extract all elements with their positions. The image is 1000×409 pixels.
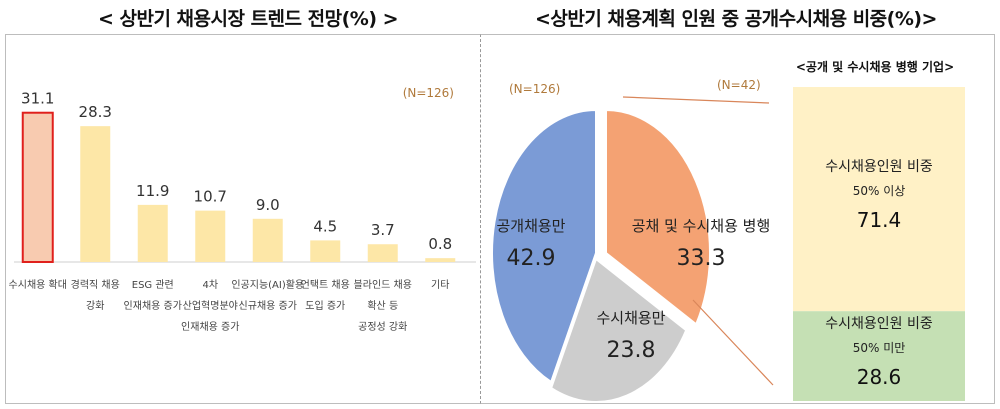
stacked-bar-label: 50% 미만 xyxy=(853,341,906,355)
bar-value-label: 10.7 xyxy=(194,188,227,206)
bar-category-label: 경력직 채용 xyxy=(71,278,120,291)
bar-category-label: 신규채용 증가 xyxy=(239,300,297,312)
bar xyxy=(80,126,111,262)
bar-category-label: 인재채용 증가 xyxy=(124,300,182,312)
bar-chart-title: < 상반기 채용시장 트렌드 전망(%) > xyxy=(97,8,399,30)
bar xyxy=(252,218,283,262)
pie-slice xyxy=(549,257,688,403)
connector-line xyxy=(622,96,770,104)
bar-value-label: 28.3 xyxy=(79,103,112,121)
bar xyxy=(425,258,456,262)
pie-n-label: (N=126) xyxy=(509,82,560,96)
bar-value-label: 31.1 xyxy=(21,90,54,108)
bar xyxy=(137,204,168,262)
bar-category-label: 언택트 채용 xyxy=(301,279,350,291)
bar-category-label: 강화 xyxy=(86,300,104,312)
connector-line xyxy=(692,299,774,386)
bar-n-label: (N=126) xyxy=(403,86,454,100)
bar-category-label: 기타 xyxy=(431,279,449,291)
bar-category-label: 도입 증가 xyxy=(305,299,345,312)
stacked-bar-title: <공개 및 수시채용 병행 기업> xyxy=(796,59,954,74)
pie-slice-label: 공개채용만 xyxy=(496,217,565,235)
stacked-bar-label: 수시채용인원 비중 xyxy=(825,159,933,175)
bar-category-label: 4차 xyxy=(202,279,218,291)
pie-value-label: 23.8 xyxy=(607,338,656,363)
bar-category-label: 인공지능(AI)활용 xyxy=(231,278,304,291)
pie-slice xyxy=(491,108,597,384)
bar-category-label: 수시채용 확대 xyxy=(9,279,67,291)
stacked-bar-label: 50% 이상 xyxy=(853,184,906,198)
pie-value-label: 42.9 xyxy=(507,246,556,271)
bar-value-label: 3.7 xyxy=(371,221,395,239)
pie-value-label: 33.3 xyxy=(677,246,726,271)
bar-value-label: 4.5 xyxy=(313,217,337,235)
bar-value-label: 11.9 xyxy=(136,182,169,200)
pie-slice xyxy=(605,108,711,326)
pie-chart-panel: (N=126) (N=42) 공채 및 수시채용 병행 33.3 수시채용만 23.8 공개… xyxy=(481,34,995,404)
bar-category-label: 확산 등 xyxy=(367,300,398,312)
stacked-bar-segment xyxy=(793,311,965,401)
stacked-bar-segment xyxy=(793,87,965,312)
bar-category-label: 산업혁명분야 xyxy=(183,299,238,312)
bar-category-label: 블라인드 채용 xyxy=(354,279,412,291)
bar xyxy=(21,111,54,263)
pie-chart: (N=126) (N=42) 공채 및 수시채용 병행 33.3 수시채용만 23.8 공개… xyxy=(491,59,965,403)
bar-category-label: ESG 관련 xyxy=(132,279,174,291)
bar-value-label: 0.8 xyxy=(428,235,452,253)
stacked-n-label: (N=42) xyxy=(717,78,761,92)
stacked-bar-label: 수시채용인원 비중 xyxy=(825,316,933,332)
pie-chart-title: <상반기 채용계획 인원 중 공개수시채용 비중(%)> xyxy=(535,8,937,30)
bar xyxy=(195,210,226,262)
stacked-bar-value: 28.6 xyxy=(857,365,902,389)
bar-category-label: 공정성 강화 xyxy=(358,321,407,333)
pie-slice-label: 수시채용만 xyxy=(596,309,665,327)
bar xyxy=(367,244,398,262)
bar-category-label: 인재채용 증가 xyxy=(181,321,239,333)
pie-slice-label: 공채 및 수시채용 병행 xyxy=(632,217,771,235)
bar xyxy=(310,240,341,262)
stacked-bar-value: 71.4 xyxy=(857,208,902,232)
bar-value-label: 9.0 xyxy=(256,196,280,214)
